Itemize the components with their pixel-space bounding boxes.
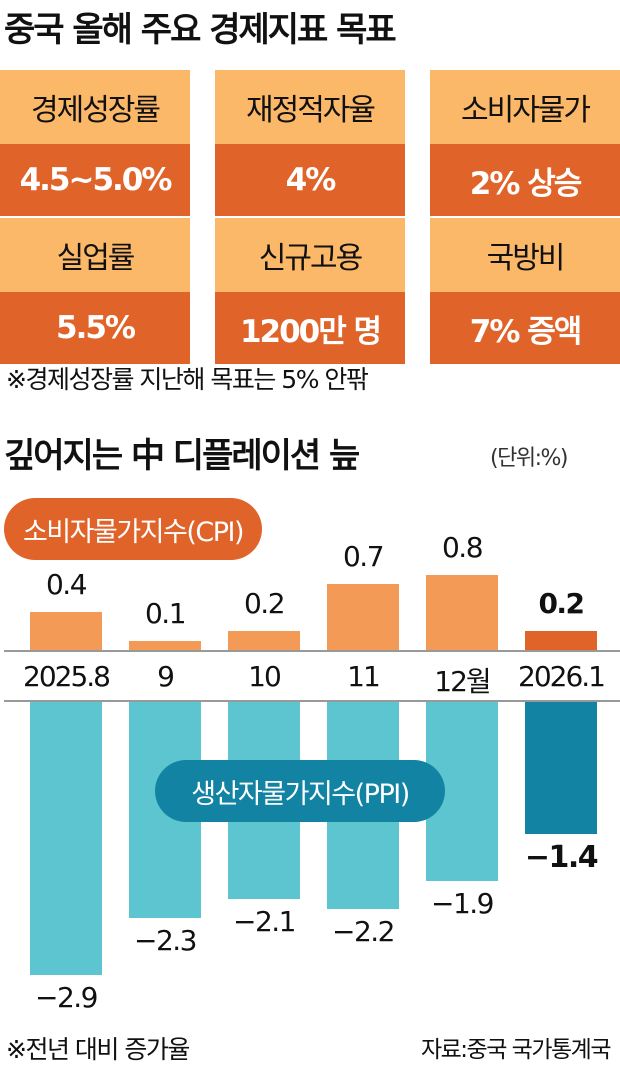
ppi-baseline [4, 700, 620, 702]
targets-note: ※경제성장률 지난해 목표는 5% 안팎 [6, 365, 369, 394]
cpi-baseline [4, 650, 620, 652]
target-card: 경제성장률 4.5~5.0% [0, 70, 190, 216]
target-value: 5.5% [0, 292, 190, 364]
x-tick-label: 2025.8 [23, 660, 111, 693]
ppi-value-label: −1.4 [524, 839, 599, 875]
target-label: 재정적자율 [215, 70, 405, 144]
x-tick-label: 11 [347, 660, 381, 693]
cpi-bar [525, 631, 597, 650]
ppi-legend: 생산자물가지수(PPI) [155, 760, 445, 822]
chart-title: 깊어지는 中 디플레이션 늪 [4, 436, 360, 476]
cpi-value-label: 0.7 [342, 540, 385, 574]
target-value: 1200만 명 [215, 292, 405, 364]
target-value: 2% 상승 [430, 144, 620, 216]
target-label: 국방비 [430, 218, 620, 292]
ppi-value-label: −2.3 [134, 924, 198, 958]
target-value: 4.5~5.0% [0, 144, 190, 216]
cpi-bar [426, 574, 498, 650]
x-tick-label: 10 [248, 660, 282, 693]
ppi-value-label: −1.9 [431, 886, 495, 920]
target-label: 경제성장률 [0, 70, 190, 144]
x-tick-label: 12월 [434, 665, 491, 698]
target-label: 소비자물가 [430, 70, 620, 144]
cpi-bar [327, 584, 399, 650]
cpi-bar [30, 612, 102, 650]
ppi-bar [525, 702, 597, 834]
cpi-legend: 소비자물가지수(CPI) [4, 498, 262, 560]
target-label: 실업률 [0, 218, 190, 292]
target-card: 재정적자율 4% [215, 70, 405, 216]
cpi-bar [129, 640, 201, 650]
cpi-value-label: 0.1 [144, 596, 187, 630]
target-card: 신규고용 1200만 명 [215, 218, 405, 364]
chart-source: 자료:중국 국가통계국 [420, 1037, 612, 1063]
target-label: 신규고용 [215, 218, 405, 292]
ppi-bar [30, 702, 102, 975]
cpi-value-label: 0.2 [538, 587, 585, 621]
target-card: 실업률 5.5% [0, 218, 190, 364]
target-card: 소비자물가 2% 상승 [430, 70, 620, 216]
chart-footnote: ※전년 대비 증가율 [6, 1035, 190, 1064]
x-tick-label: 2026.1 [518, 660, 606, 693]
ppi-value-label: −2.1 [233, 905, 297, 939]
x-tick-label: 9 [157, 660, 175, 693]
cpi-value-label: 0.2 [243, 587, 286, 621]
target-card: 국방비 7% 증액 [430, 218, 620, 364]
cpi-value-label: 0.4 [45, 568, 88, 602]
target-value: 7% 증액 [430, 292, 620, 364]
cpi-bar [228, 631, 300, 650]
unit-label: (단위:%) [490, 446, 568, 471]
ppi-value-label: −2.9 [35, 980, 99, 1014]
ppi-value-label: −2.2 [332, 914, 396, 948]
targets-title: 중국 올해 주요 경제지표 목표 [4, 10, 397, 50]
cpi-value-label: 0.8 [441, 530, 484, 564]
target-value: 4% [215, 144, 405, 216]
